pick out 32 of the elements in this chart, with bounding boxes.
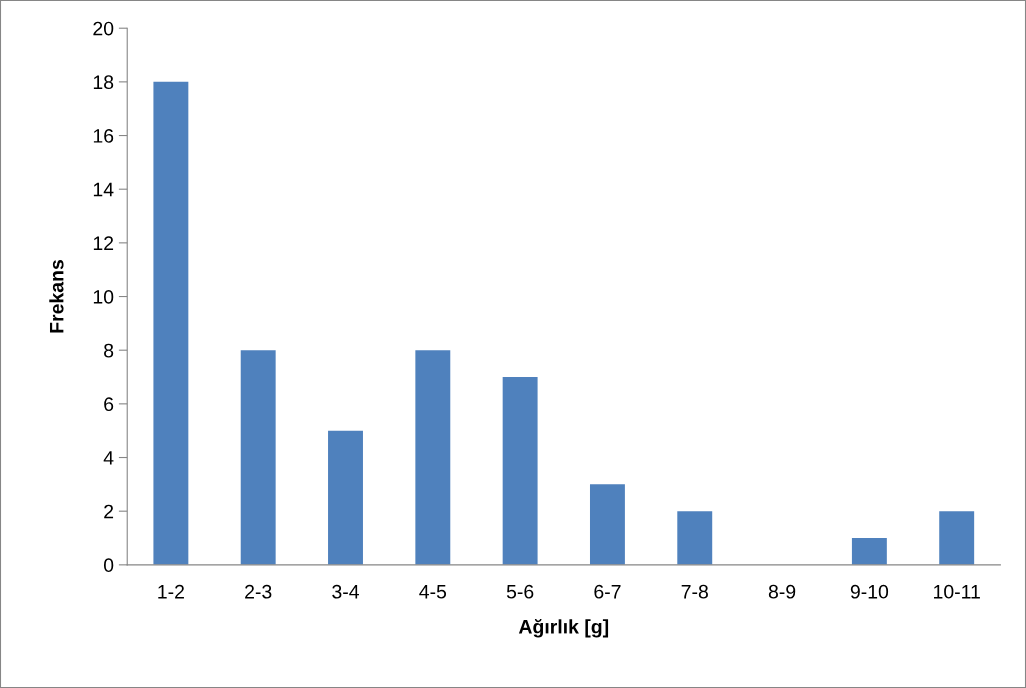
- bar: [502, 377, 538, 565]
- bar: [415, 350, 451, 565]
- bar: [851, 538, 887, 565]
- y-tick-label: 10: [93, 290, 114, 304]
- x-tick-label: 5-6: [506, 584, 534, 599]
- y-tick-label: 14: [93, 182, 114, 197]
- y-tick-label: 20: [93, 21, 114, 36]
- x-tick-label: 9-10: [850, 584, 889, 599]
- y-tick-label: 4: [103, 451, 114, 465]
- y-tick-label: 2: [104, 504, 114, 519]
- x-axis-title: Ağırlık [g]: [518, 619, 609, 638]
- bar: [589, 484, 625, 565]
- bar: [677, 511, 713, 565]
- y-axis-title: Frekans: [49, 260, 64, 333]
- y-tick-label: 0: [103, 558, 114, 573]
- x-tick-label: 7-8: [681, 584, 708, 599]
- x-tick-label: 8-9: [768, 584, 796, 599]
- x-tick-label: 1-2: [158, 584, 184, 599]
- x-tick-label: 2-3: [245, 584, 272, 599]
- y-tick-label: 8: [104, 343, 114, 358]
- bar: [240, 350, 276, 565]
- x-tick-label: 6-7: [594, 584, 621, 599]
- y-tick-label: 16: [93, 129, 114, 143]
- x-tick-label: 3-4: [332, 584, 359, 599]
- bar: [939, 511, 975, 565]
- x-tick-label: 4-5: [419, 585, 447, 599]
- bar: [153, 81, 189, 565]
- bar: [328, 430, 363, 565]
- y-tick-label: 6: [104, 397, 114, 412]
- x-tick-label: 10-11: [934, 584, 980, 599]
- y-tick-label: 18: [93, 75, 114, 90]
- y-tick-label: 12: [93, 236, 114, 250]
